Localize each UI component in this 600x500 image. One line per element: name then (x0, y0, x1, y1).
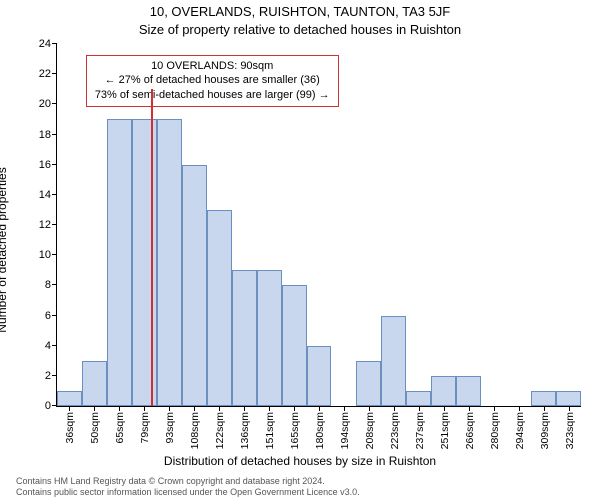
annotation-line: 10 OVERLANDS: 90sqm (95, 59, 330, 74)
y-tick-mark (52, 315, 57, 316)
x-tick-label: 194sqm (337, 406, 351, 449)
histogram-bar (356, 361, 381, 406)
histogram-bar (307, 346, 332, 406)
x-tick-label: 223sqm (387, 406, 401, 449)
histogram-bar (381, 316, 406, 407)
y-tick-mark (52, 375, 57, 376)
x-tick-mark (219, 406, 220, 411)
x-tick-mark (344, 406, 345, 411)
plot-area: 10 OVERLANDS: 90sqm← 27% of detached hou… (56, 44, 581, 407)
x-tick-mark (444, 406, 445, 411)
histogram-bar (232, 270, 257, 406)
x-tick-label: 280sqm (487, 406, 501, 449)
x-tick-label: 36sqm (62, 406, 76, 444)
footer-line1: Contains HM Land Registry data © Crown c… (16, 476, 600, 487)
annotation-line: 73% of semi-detached houses are larger (… (95, 88, 330, 103)
x-tick-mark (494, 406, 495, 411)
chart-title-line1: 10, OVERLANDS, RUISHTON, TAUNTON, TA3 5J… (0, 4, 600, 19)
y-tick-label: 24 (39, 38, 57, 50)
histogram-bar (531, 391, 556, 406)
histogram-bar (282, 285, 307, 406)
y-tick-mark (52, 345, 57, 346)
x-tick-mark (369, 406, 370, 411)
annotation-box: 10 OVERLANDS: 90sqm← 27% of detached hou… (86, 55, 339, 108)
y-tick-label: 0 (45, 400, 57, 412)
histogram-bar (57, 391, 82, 406)
histogram-bar (556, 391, 581, 406)
x-tick-mark (169, 406, 170, 411)
x-tick-mark (569, 406, 570, 411)
histogram-bar (182, 165, 207, 406)
y-tick-mark (52, 224, 57, 225)
y-tick-label: 2 (45, 370, 57, 382)
x-tick-label: 266sqm (462, 406, 476, 449)
y-tick-mark (52, 254, 57, 255)
y-tick-label: 8 (45, 279, 57, 291)
x-tick-mark (194, 406, 195, 411)
y-tick-label: 6 (45, 310, 57, 322)
histogram-bar (107, 119, 132, 406)
y-tick-label: 16 (39, 159, 57, 171)
x-axis-label: Distribution of detached houses by size … (0, 454, 600, 468)
y-tick-mark (52, 164, 57, 165)
x-tick-label: 122sqm (212, 406, 226, 449)
x-tick-mark (394, 406, 395, 411)
x-tick-label: 208sqm (362, 406, 376, 449)
x-tick-label: 93sqm (162, 406, 176, 444)
y-tick-label: 12 (39, 219, 57, 231)
y-tick-label: 4 (45, 340, 57, 352)
y-tick-mark (52, 103, 57, 104)
footer-attribution: Contains HM Land Registry data © Crown c… (0, 476, 600, 499)
y-tick-mark (52, 73, 57, 74)
y-axis-label: Number of detached properties (0, 85, 9, 250)
histogram-bar (431, 376, 456, 406)
x-tick-mark (69, 406, 70, 411)
x-tick-label: 237sqm (412, 406, 426, 449)
x-tick-label: 151sqm (262, 406, 276, 449)
y-tick-label: 20 (39, 98, 57, 110)
x-tick-mark (419, 406, 420, 411)
y-tick-label: 10 (39, 249, 57, 261)
x-tick-mark (544, 406, 545, 411)
footer-line2: Contains public sector information licen… (16, 487, 600, 498)
x-tick-label: 323sqm (562, 406, 576, 449)
chart-title-line2: Size of property relative to detached ho… (0, 22, 600, 37)
annotation-line: ← 27% of detached houses are smaller (36… (95, 73, 330, 88)
x-tick-label: 65sqm (112, 406, 126, 444)
y-tick-label: 14 (39, 189, 57, 201)
x-tick-mark (144, 406, 145, 411)
x-tick-mark (119, 406, 120, 411)
x-tick-mark (519, 406, 520, 411)
x-tick-label: 50sqm (87, 406, 101, 444)
x-tick-label: 108sqm (187, 406, 201, 449)
property-marker-line (151, 89, 153, 406)
y-tick-label: 22 (39, 68, 57, 80)
x-tick-mark (244, 406, 245, 411)
y-tick-mark (52, 284, 57, 285)
y-tick-mark (52, 134, 57, 135)
histogram-bar (207, 210, 232, 406)
x-tick-label: 165sqm (287, 406, 301, 449)
histogram-bar (157, 119, 182, 406)
x-tick-label: 309sqm (537, 406, 551, 449)
x-tick-mark (94, 406, 95, 411)
histogram-bar (257, 270, 282, 406)
histogram-bar (406, 391, 431, 406)
x-tick-label: 294sqm (512, 406, 526, 449)
histogram-bar (456, 376, 481, 406)
x-tick-label: 136sqm (237, 406, 251, 449)
x-tick-mark (319, 406, 320, 411)
y-tick-mark (52, 43, 57, 44)
y-tick-label: 18 (39, 129, 57, 141)
y-tick-mark (52, 194, 57, 195)
x-tick-mark (469, 406, 470, 411)
x-tick-mark (269, 406, 270, 411)
histogram-bar (82, 361, 107, 406)
x-tick-label: 79sqm (137, 406, 151, 444)
x-tick-label: 251sqm (437, 406, 451, 449)
x-tick-mark (294, 406, 295, 411)
x-tick-label: 180sqm (312, 406, 326, 449)
